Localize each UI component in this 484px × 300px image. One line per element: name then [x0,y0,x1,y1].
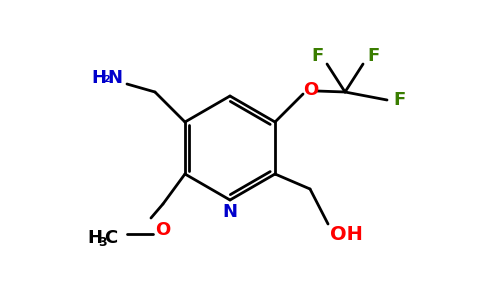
Text: N: N [107,69,122,87]
Text: F: F [393,91,405,109]
Text: ₂: ₂ [104,70,110,86]
Text: O: O [303,81,318,99]
Text: O: O [155,221,170,239]
Text: OH: OH [330,224,363,244]
Text: F: F [311,47,323,65]
Text: C: C [105,229,118,247]
Text: H: H [91,69,106,87]
Text: H: H [88,229,103,247]
Text: F: F [367,47,379,65]
Text: 3: 3 [99,236,107,250]
Text: N: N [223,203,238,221]
